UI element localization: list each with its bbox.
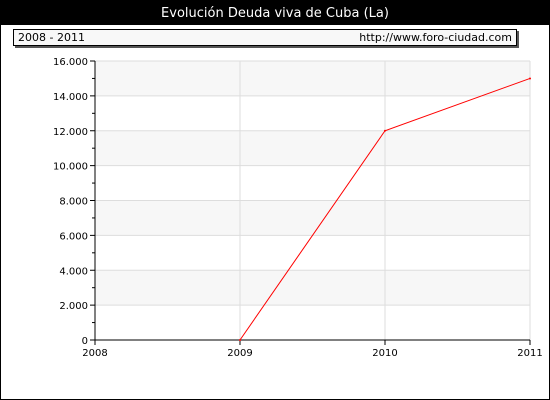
y-tick-label: 8.000 (59, 197, 88, 208)
y-tick-label: 0 (82, 336, 88, 347)
x-tick-label: 2011 (517, 348, 542, 359)
data-point (529, 77, 531, 80)
x-tick-label: 2009 (227, 348, 252, 359)
data-point (384, 129, 386, 132)
info-bar: 2008 - 2011 http://www.foro-ciudad.com (13, 29, 517, 46)
source-url: http://www.foro-ciudad.com (359, 31, 512, 44)
y-tick-label: 16.000 (53, 57, 88, 68)
y-tick-label: 14.000 (53, 92, 88, 103)
y-tick-label: 2.000 (59, 301, 88, 312)
y-tick-label: 12.000 (53, 127, 88, 138)
y-tick-label: 6.000 (59, 231, 88, 242)
x-tick-label: 2008 (82, 348, 107, 359)
date-range: 2008 - 2011 (18, 31, 85, 44)
grid-band (95, 61, 530, 96)
y-tick-label: 10.000 (53, 162, 88, 173)
grid-band (95, 200, 530, 236)
x-tick-label: 2010 (372, 348, 397, 359)
data-point (239, 339, 241, 341)
chart-title: Evolución Deuda viva de Cuba (La) (1, 1, 549, 25)
grid-band (95, 130, 530, 166)
y-tick-label: 4.000 (59, 266, 88, 277)
grid-band (95, 270, 530, 306)
